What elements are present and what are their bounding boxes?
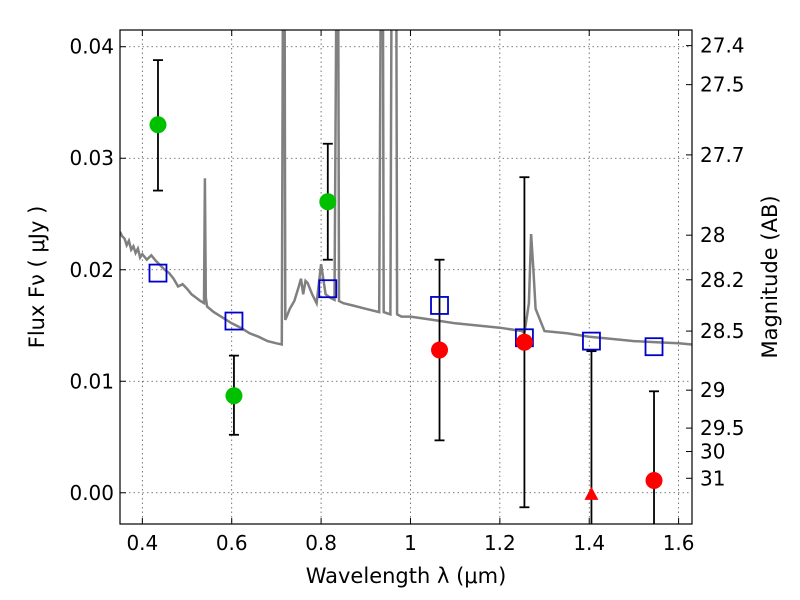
x-tick-label: 1.2 (484, 531, 516, 555)
detected-marker (225, 387, 243, 405)
y-axis-label: Flux Fν ( μJy ) (25, 206, 49, 349)
y-tick-label: 0.01 (69, 369, 114, 393)
undetected-triangle-marker (584, 486, 599, 500)
data-markers (148, 116, 664, 500)
y-tick-label: 0.04 (69, 35, 114, 59)
undetected-marker (515, 333, 533, 351)
model-band-marker (224, 311, 244, 331)
y2-tick-label: 30 (700, 440, 725, 464)
x-tick-label: 1 (404, 531, 417, 555)
y2-axis-label: Magnitude (AB) (758, 195, 782, 358)
plot-frame (119, 29, 693, 525)
undetected-marker (431, 341, 449, 359)
y2-tick-label: 28 (700, 223, 725, 247)
y-tick-label: 0.03 (69, 146, 114, 170)
undetected-marker (645, 472, 663, 490)
detected-marker (149, 116, 167, 134)
model-band-marker (430, 296, 449, 315)
x-tick-label: 1.4 (573, 531, 605, 555)
model-band-marker (318, 279, 338, 299)
y2-tick-label: 29 (700, 378, 725, 402)
y2-tick-label: 27.5 (700, 73, 745, 97)
model-band-marker (644, 337, 664, 357)
y2-tick-label: 27.7 (700, 143, 745, 167)
y2-tick-label: 31 (700, 466, 725, 490)
x-tick-label: 0.4 (126, 531, 158, 555)
error-bars (152, 59, 660, 524)
tick-labels: 0.4 0.6 0.8 1 1.2 1.4 1.6 0.00 0.01 0.02 0.03 0.04 2… (69, 34, 744, 555)
y-tick-label: 0.02 (69, 258, 114, 282)
plot-area (120, 30, 692, 524)
model-spectrum-line (120, 30, 692, 347)
axis-ticks (120, 30, 692, 524)
x-tick-label: 0.8 (305, 531, 337, 555)
model-band-marker (582, 331, 601, 351)
model-band-marker (148, 263, 168, 283)
x-tick-label: 0.6 (216, 531, 248, 555)
detected-marker (319, 193, 337, 211)
y2-tick-label: 28.5 (700, 319, 745, 343)
y2-tick-label: 27.4 (700, 34, 745, 58)
y2-tick-label: 29.5 (700, 416, 745, 440)
y2-tick-label: 28.2 (700, 268, 745, 292)
y-tick-label: 0.00 (69, 481, 114, 505)
x-axis-label: Wavelength λ (μm) (306, 564, 507, 588)
grid-lines (120, 30, 692, 524)
x-tick-label: 1.6 (663, 531, 695, 555)
